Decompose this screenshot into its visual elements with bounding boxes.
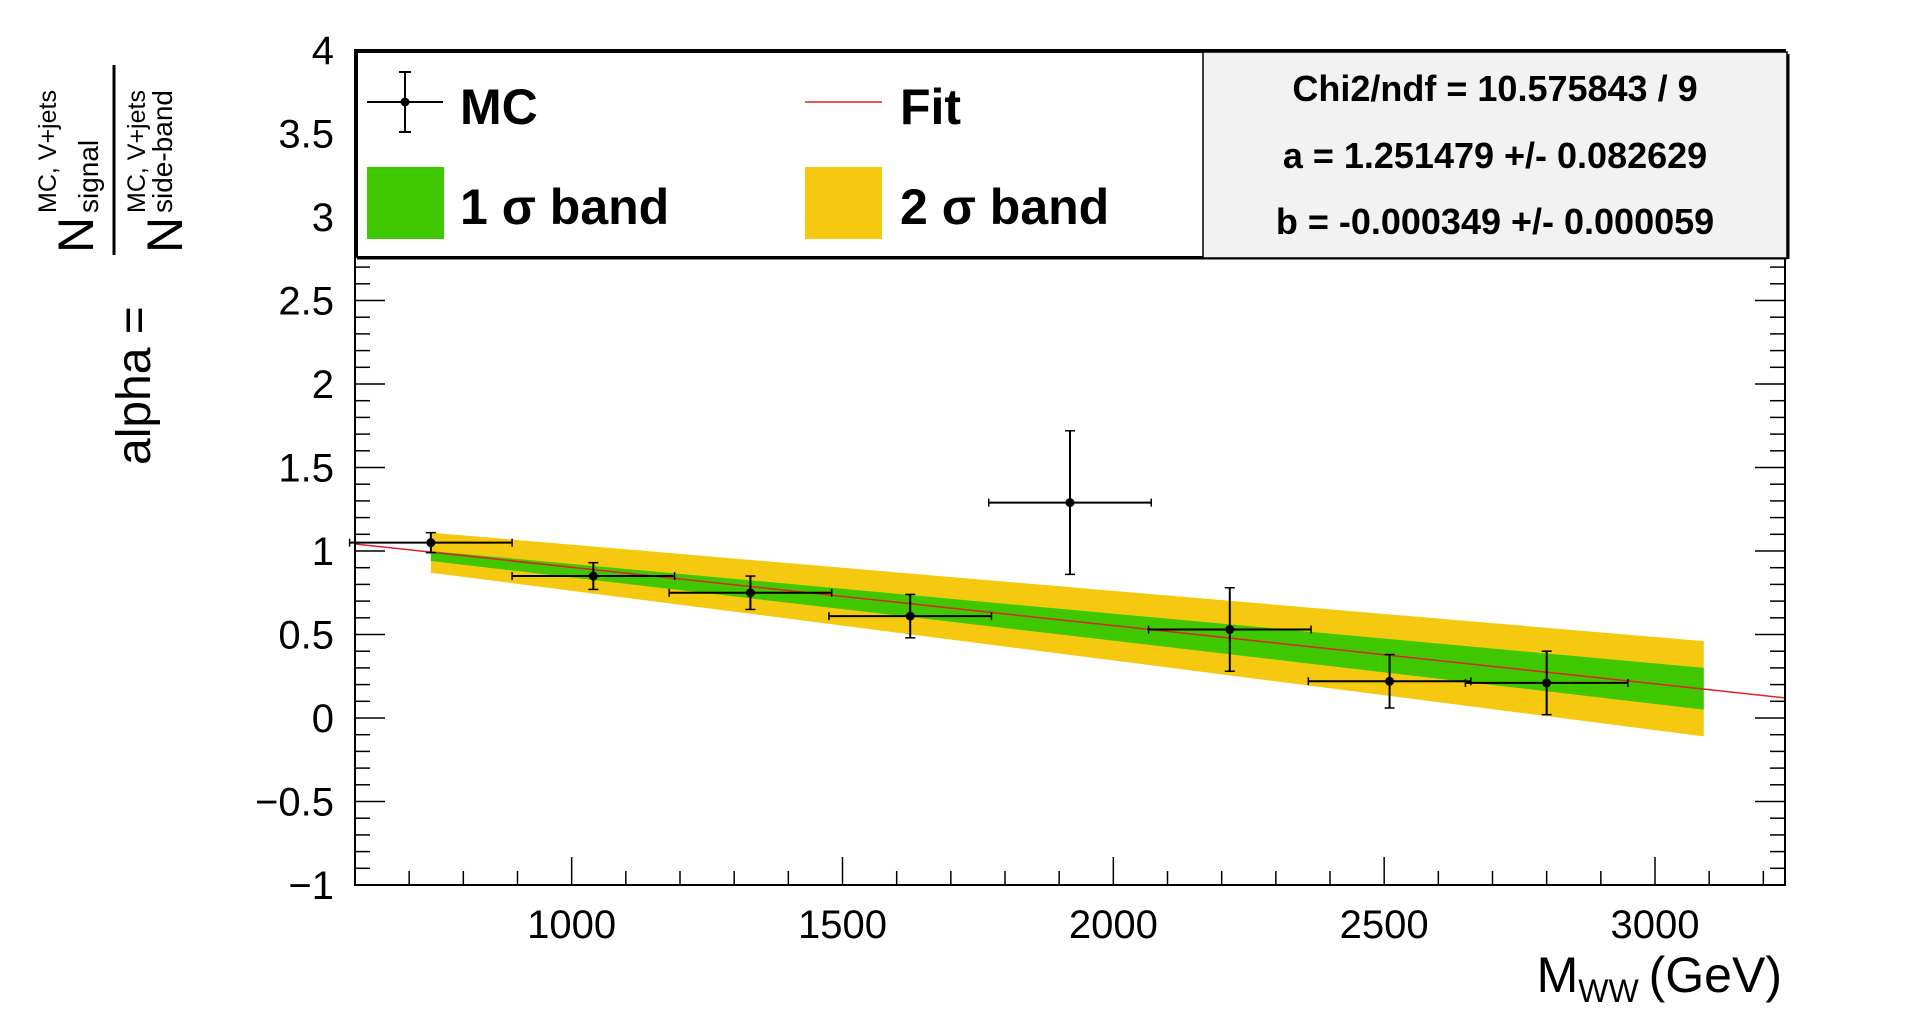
mc-point-marker [1065,498,1075,508]
mc-point-0 [348,531,513,554]
x-axis-title-sub: WW [1578,973,1639,1009]
y-tick-label: 4 [312,29,334,73]
y-tick-label: 3 [312,196,334,240]
x-tick-label: 2000 [1069,903,1158,947]
y-axis-denominator-sub: side-band [147,90,178,213]
legend-2sigma-label: 2 σ band [900,179,1109,235]
x-axis-title-main: M [1537,947,1579,1003]
mc-point-marker [588,571,598,581]
y-axis-numerator-sup: MC, V+jets [34,90,62,213]
stats-param-a: a = 1.251479 +/- 0.082629 [1283,135,1707,176]
mc-point-marker [1225,624,1235,634]
x-axis-title-unit: (GeV) [1649,947,1782,1003]
x-tick-label: 3000 [1611,903,1700,947]
x-tick-labels: 1000 1500 2000 2500 3000 [527,903,1699,947]
mc-point-3 [828,593,993,639]
mc-point-marker [426,538,436,548]
y-tick-label: −1 [288,864,334,908]
y-tick-label: 1.5 [278,447,334,491]
legend-1sigma-swatch [367,167,444,239]
y-tick-label: 2.5 [278,280,334,324]
legend-mc-marker [400,97,410,107]
stats-param-b: b = -0.000349 +/- 0.000059 [1276,201,1714,242]
legend-mc-label: MC [460,79,538,135]
y-tick-label: 0 [312,697,334,741]
x-tick-label: 1000 [527,903,616,947]
y-tick-label: −0.5 [255,781,334,825]
mc-point-4 [988,430,1152,576]
mc-point-7 [1464,650,1629,716]
x-axis-title: MWW (GeV) [1537,947,1782,1009]
y-axis-title-prefix: alpha = [108,306,161,465]
x-tick-label: 2500 [1340,903,1429,947]
mc-point-6 [1307,653,1472,709]
fit-stats-box: Chi2/ndf = 10.575843 / 9 a = 1.251479 +/… [1202,51,1790,259]
legend-1sigma-label: 1 σ band [460,179,669,235]
y-tick-labels: −1 −0.5 0 0.5 1 1.5 2 2.5 3 3.5 4 [255,29,334,908]
x-tick-label: 1500 [798,903,887,947]
mc-point-marker [905,611,915,621]
mc-point-marker [745,588,755,598]
y-tick-label: 1 [312,530,334,574]
mc-point-2 [668,575,833,611]
legend-2sigma-swatch [805,167,882,239]
legend-fit-label: Fit [900,79,961,135]
y-tick-label: 3.5 [278,113,334,157]
y-axis-numerator-base: N [48,217,104,253]
y-tick-label: 0.5 [278,614,334,658]
mc-point-marker [1385,676,1395,686]
stats-chi2: Chi2/ndf = 10.575843 / 9 [1292,68,1697,109]
y-axis-denominator-sup: MC, V+jets [123,90,151,213]
mc-point-marker [1542,678,1552,688]
mc-point-1 [511,561,676,591]
y-axis-numerator-sub: signal [73,140,104,213]
y-axis-title: alpha = N MC, V+jets signal N MC, V+jets… [34,65,193,465]
stats-frame [1202,51,1788,259]
y-tick-label: 2 [312,363,334,407]
uncertainty-bands [430,532,1704,737]
mc-points [348,430,1629,716]
y-axis-denominator-base: N [137,217,193,253]
mc-point-5 [1147,586,1312,672]
